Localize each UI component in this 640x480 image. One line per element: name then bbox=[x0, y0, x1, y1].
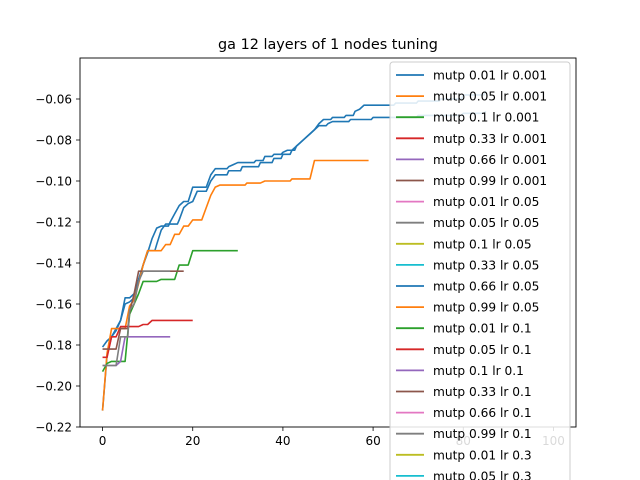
series-line-13 bbox=[102, 319, 193, 359]
plot-frame bbox=[79, 57, 577, 428]
legend-label: mutp 0.99 lr 0.05 bbox=[433, 301, 539, 315]
x-tick-label: 60 bbox=[365, 434, 380, 448]
legend-label: mutp 0.33 lr 0.05 bbox=[433, 258, 539, 272]
series-line-17 bbox=[102, 270, 171, 367]
legend-label: mutp 0.99 lr 0.001 bbox=[433, 174, 547, 188]
series-lines bbox=[101, 90, 487, 411]
series-line-12 bbox=[101, 249, 238, 373]
legend-label: mutp 0.66 lr 0.1 bbox=[433, 406, 532, 420]
legend-label: mutp 0.05 lr 0.1 bbox=[433, 343, 532, 357]
legend-label: mutp 0.33 lr 0.1 bbox=[433, 385, 532, 399]
legend-label: mutp 0.05 lr 0.001 bbox=[433, 90, 547, 104]
y-tick-label: −0.08 bbox=[35, 134, 72, 148]
legend-label: mutp 0.01 lr 0.3 bbox=[433, 448, 532, 462]
y-tick-label: −0.16 bbox=[35, 298, 72, 312]
legend: mutp 0.01 lr 0.001 mutp 0.05 lr 0.001 mutp… bbox=[389, 61, 571, 480]
legend-label: mutp 0.01 lr 0.05 bbox=[433, 195, 539, 209]
legend-label: mutp 0.05 lr 0.05 bbox=[433, 216, 539, 230]
x-tick-label: 20 bbox=[185, 434, 200, 448]
y-tick-label: −0.14 bbox=[35, 257, 72, 271]
legend-label: mutp 0.1 lr 0.001 bbox=[433, 111, 539, 125]
legend-label: mutp 0.01 lr 0.1 bbox=[433, 322, 532, 336]
y-axis-ticks: −0.22 −0.20 −0.18 −0.16 −0.14 −0.12 −0.10 −0.08… bbox=[35, 93, 80, 435]
legend-label: mutp 0.1 lr 0.05 bbox=[433, 237, 532, 251]
legend-label: mutp 0.33 lr 0.001 bbox=[433, 132, 547, 146]
x-tick-label: 0 bbox=[99, 434, 107, 448]
legend-label: mutp 0.1 lr 0.1 bbox=[433, 364, 524, 378]
y-tick-label: −0.06 bbox=[35, 93, 72, 107]
legend-label: mutp 0.05 lr 0.3 bbox=[433, 469, 532, 480]
x-tick-label: 40 bbox=[275, 434, 290, 448]
legend-box bbox=[389, 61, 571, 480]
legend-label: mutp 0.66 lr 0.001 bbox=[433, 153, 547, 167]
legend-label: mutp 0.66 lr 0.05 bbox=[433, 280, 539, 294]
series-line-0 bbox=[101, 90, 487, 348]
legend-label: mutp 0.99 lr 0.1 bbox=[433, 427, 532, 441]
y-tick-label: −0.22 bbox=[35, 421, 72, 435]
y-tick-label: −0.20 bbox=[35, 380, 72, 394]
chart-title: ga 12 layers of 1 nodes tuning bbox=[218, 37, 438, 53]
legend-label: mutp 0.01 lr 0.001 bbox=[433, 69, 547, 83]
y-tick-label: −0.12 bbox=[35, 216, 72, 230]
y-tick-label: −0.10 bbox=[35, 175, 72, 189]
y-tick-label: −0.18 bbox=[35, 339, 72, 353]
